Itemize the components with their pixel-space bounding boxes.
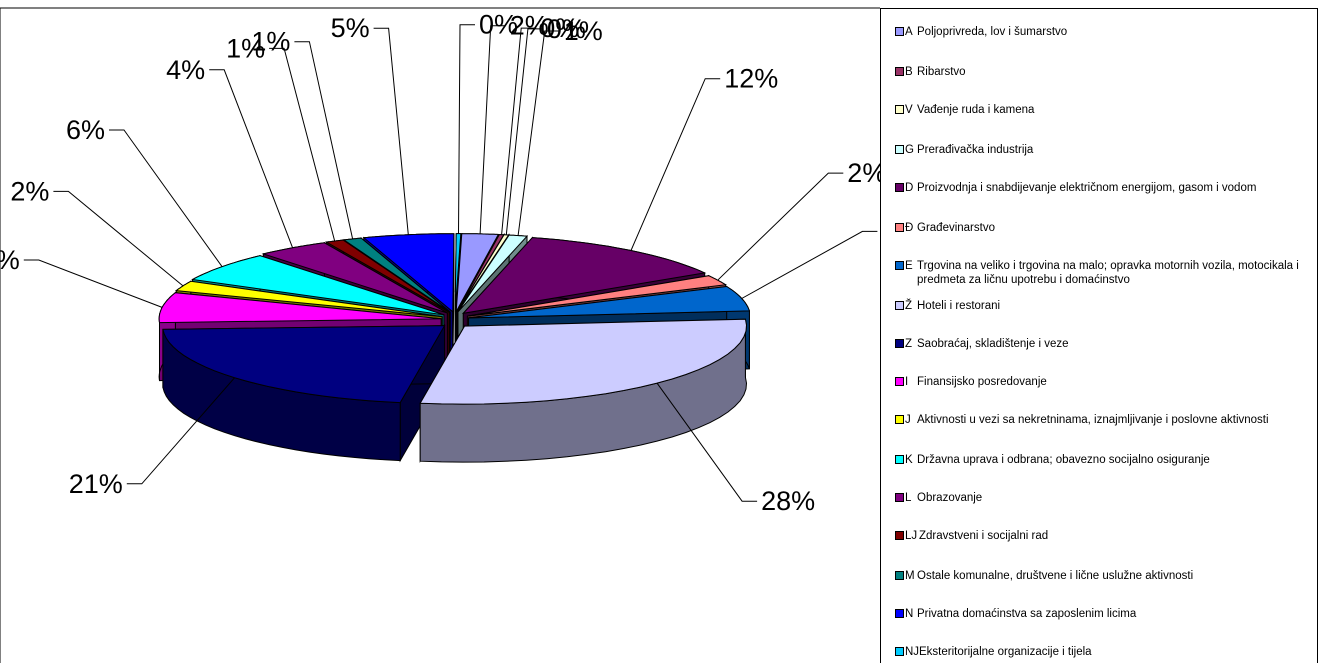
legend-label: Hoteli i restorani [917, 300, 1001, 312]
legend-code: L [905, 492, 912, 504]
pie-data-label: 6% [0, 245, 20, 275]
legend-label: Zdravstveni i socijalni rad [919, 530, 1049, 542]
pie-data-label: 1% [226, 33, 265, 63]
leader-line [517, 30, 560, 236]
leader-line [501, 27, 537, 235]
leader-line [23, 259, 163, 308]
pie-chart: 2%0%0%1%12%2%5%28%21%6%2%6%4%1%1%5%0% [0, 7, 880, 663]
legend-swatch [895, 609, 904, 618]
legend-code: J [905, 414, 911, 426]
legend-code: E [905, 260, 913, 272]
legend-swatch [895, 647, 904, 656]
legend-swatch [895, 223, 904, 232]
legend-label: Saobraćaj, skladištenje i veze [917, 338, 1069, 350]
legend-code: G [905, 144, 914, 156]
legend-code: N [905, 608, 914, 620]
legend-swatch [895, 183, 904, 192]
pie-data-label: 0% [547, 14, 586, 44]
legend-swatch [895, 531, 904, 540]
pie-data-label: 21% [69, 469, 123, 499]
leader-line [373, 27, 409, 235]
leader-line [505, 28, 543, 235]
leader-line [269, 47, 336, 242]
legend-code: A [905, 26, 913, 38]
legend-code: V [905, 104, 913, 116]
pie-data-label: 0% [540, 13, 579, 43]
legend-swatch [895, 339, 904, 348]
chart-legend: A Poljoprivreda, lov i šumarstvo B Ribarstv… [880, 8, 1318, 663]
leader-line [717, 172, 844, 281]
leader-line [741, 230, 878, 299]
pie-slice-8 [162, 323, 446, 463]
legend-code: Z [905, 338, 913, 350]
legend-label: Eksteritorijalne organizacije i tijela [919, 646, 1092, 658]
legend-swatch [895, 105, 904, 114]
leader-line [209, 69, 294, 248]
leader-line [458, 24, 475, 234]
pie-data-label: 5% [331, 13, 370, 43]
legend-label: Poljoprivreda, lov i šumarstvo [917, 26, 1068, 38]
legend-code: NJ [905, 646, 920, 658]
legend-label: Trgovina na veliko i trgovina na malo; o… [917, 260, 1299, 286]
legend-label: Državna uprava i odbrana; obavezno socij… [917, 454, 1210, 466]
legend-label: Građevinarstvo [917, 222, 995, 234]
pie-slice-7 [419, 318, 748, 464]
legend-swatch [895, 493, 904, 502]
legend-label: Ribarstvo [917, 66, 966, 78]
leader-line [294, 41, 354, 240]
legend-code: Đ [905, 222, 914, 234]
legend-code: LJ [905, 530, 918, 542]
legend-swatch [895, 27, 904, 36]
pie-data-label: 2% [10, 176, 49, 206]
legend-swatch [895, 301, 904, 310]
pie-data-label: 2% [847, 158, 880, 188]
legend-swatch [895, 261, 904, 270]
legend-code: K [905, 454, 913, 466]
legend-label: Aktivnosti u vezi sa nekretninama, iznaj… [917, 414, 1269, 426]
legend-swatch [895, 571, 904, 580]
leader-line [630, 78, 721, 251]
legend-label: Obrazovanje [917, 492, 983, 504]
legend-swatch [895, 455, 904, 464]
legend-code: Ž [905, 300, 913, 312]
pie-data-label: 28% [761, 486, 815, 516]
pie-data-label: 4% [166, 55, 205, 85]
pie-data-label: 0% [479, 10, 518, 40]
pie-data-label: 2% [510, 11, 549, 41]
pie-data-label: 6% [66, 115, 105, 145]
legend-label: Finansijsko posredovanje [917, 376, 1047, 388]
pie-data-label: 1% [251, 27, 290, 57]
legend-swatch [895, 377, 904, 386]
legend-label: Proizvodnja i snabdijevanje električnom … [917, 182, 1257, 194]
legend-label: Prerađivačka industrija [917, 144, 1034, 156]
legend-code: M [905, 570, 915, 582]
legend-swatch [895, 67, 904, 76]
pie-data-label: 1% [564, 16, 603, 46]
legend-label: Vađenje ruda i kamena [917, 104, 1035, 116]
legend-swatch [895, 145, 904, 154]
legend-label: Ostale komunalne, društvene i lične uslu… [917, 570, 1194, 582]
legend-swatch [895, 415, 904, 424]
legend-code: I [905, 376, 909, 388]
leader-line [656, 382, 758, 502]
leader-line [479, 25, 506, 234]
leader-line [53, 190, 184, 287]
legend-code: D [905, 182, 914, 194]
leader-line [126, 377, 235, 485]
leader-line [109, 129, 223, 267]
legend-code: B [905, 66, 913, 78]
pie-data-label: 12% [724, 64, 778, 94]
legend-label: Privatna domaćinstva sa zaposlenim licim… [917, 608, 1137, 620]
